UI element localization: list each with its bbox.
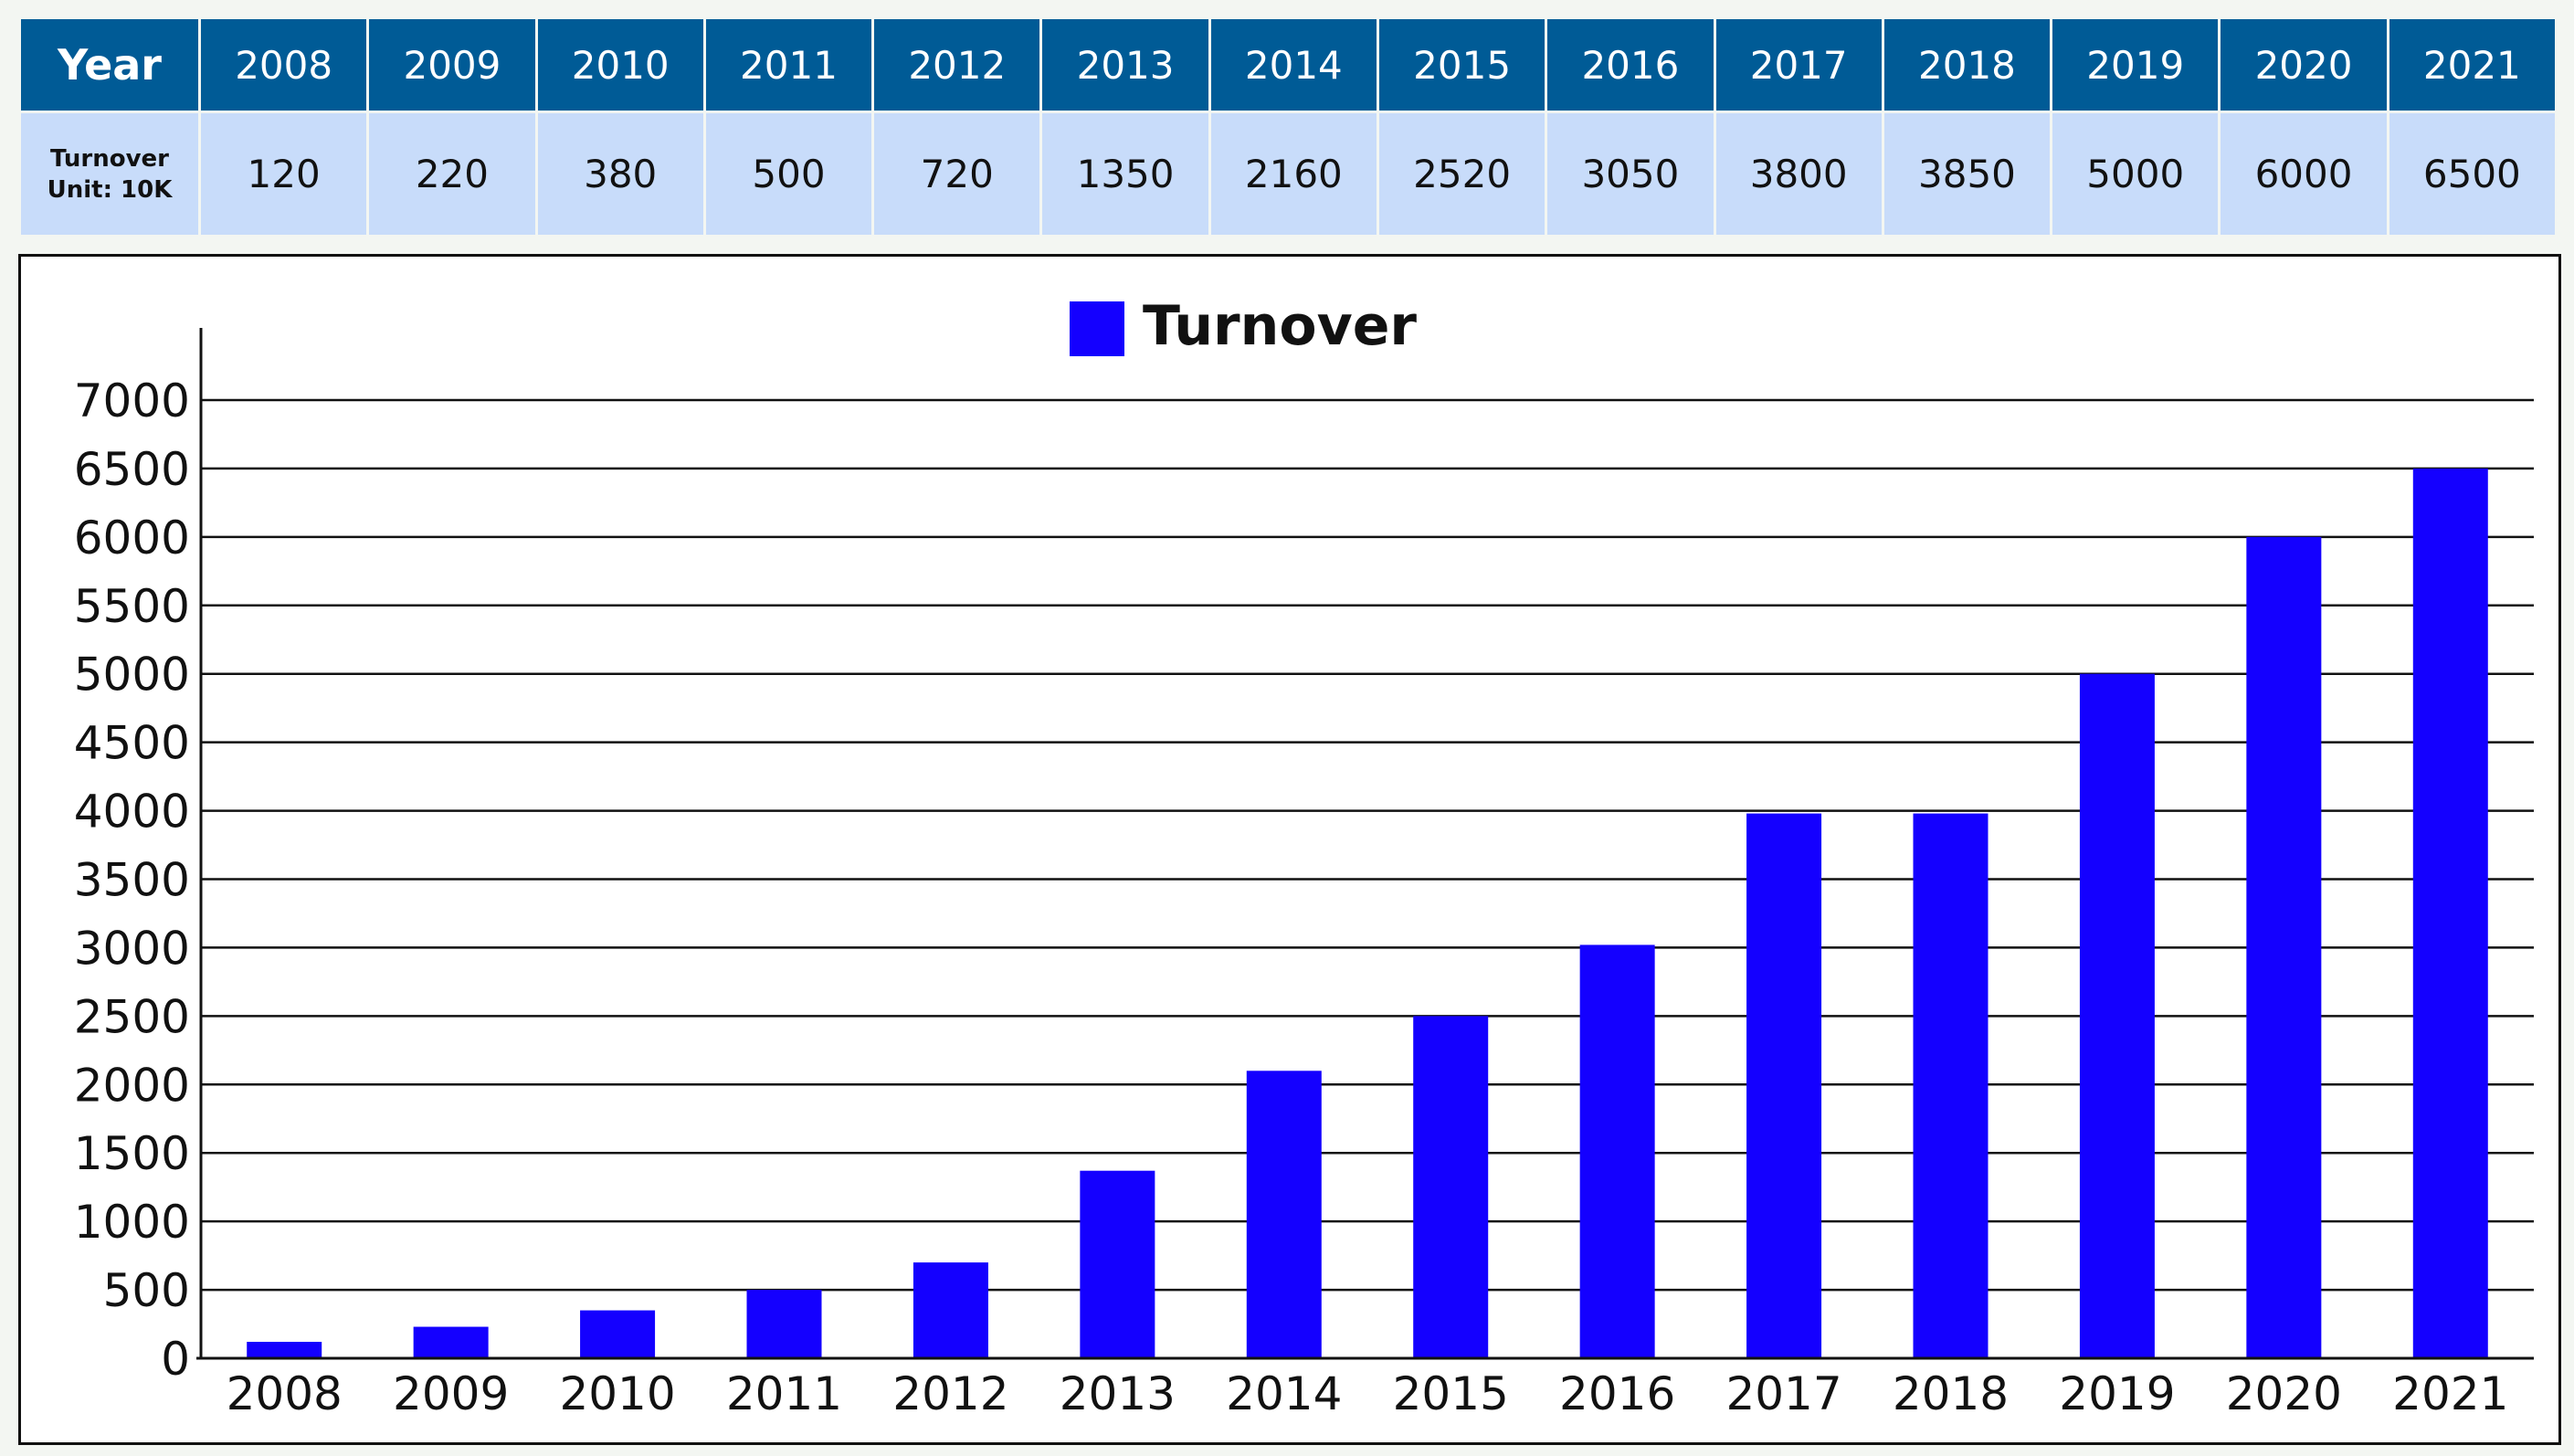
year-cell: 2014	[1210, 19, 1377, 111]
bar	[580, 1310, 656, 1358]
bar	[2412, 468, 2488, 1358]
turnover-cell: 5000	[2052, 113, 2219, 235]
bar	[413, 1326, 489, 1358]
bar	[913, 1262, 988, 1358]
y-tick-label: 5000	[74, 649, 190, 702]
legend: Turnover	[1070, 294, 1417, 358]
y-tick-label: 1500	[74, 1127, 190, 1180]
x-tick-label: 2018	[1893, 1367, 2009, 1420]
x-tick-label: 2017	[1725, 1367, 1841, 1420]
turnover-cell: 3050	[1547, 113, 1714, 235]
year-cell: 2021	[2389, 19, 2555, 111]
chart-panel: 0 500 1000 1500 2000 2500 3000 3500 4000 4500 5000…	[18, 254, 2561, 1445]
legend-swatch-turnover	[1070, 301, 1124, 356]
gridlines	[201, 398, 2534, 1292]
y-tick-label: 6500	[74, 443, 190, 496]
x-tick-label: 2010	[559, 1367, 675, 1420]
year-cell: 2020	[2221, 19, 2387, 111]
x-tick-label: 2016	[1559, 1367, 1675, 1420]
bar	[1413, 1016, 1489, 1358]
turnover-label-line1: Turnover	[50, 144, 169, 173]
legend-label-turnover: Turnover	[1143, 294, 1417, 358]
y-tick-label: 3000	[74, 922, 190, 975]
y-tick-labels: 0 500 1000 1500 2000 2500 3000 3500 4000 4500 5000…	[74, 375, 190, 1386]
bar	[1746, 813, 1822, 1358]
y-tick-label: 7000	[74, 375, 190, 427]
turnover-cell: 3850	[1883, 113, 2051, 235]
y-tick-label: 2500	[74, 990, 190, 1043]
y-tick-label: 500	[103, 1264, 190, 1317]
year-cell: 2012	[874, 19, 1040, 111]
turnover-cell: 6500	[2389, 113, 2555, 235]
year-cell: 2019	[2052, 19, 2219, 111]
x-tick-labels: 2008 2009 2010 2011 2012 2013 2014 2015 2016 2017…	[227, 1367, 2509, 1420]
year-cell: 2008	[201, 19, 367, 111]
year-cell: 2011	[705, 19, 872, 111]
y-tick-label: 2000	[74, 1059, 190, 1112]
bar	[1246, 1071, 1322, 1358]
turnover-cell: 6000	[2221, 113, 2387, 235]
x-tick-label: 2014	[1226, 1367, 1342, 1420]
x-tick-label: 2020	[2226, 1367, 2342, 1420]
turnover-cell: 500	[705, 113, 872, 235]
bar	[1913, 813, 1989, 1358]
bar	[2079, 673, 2155, 1358]
y-tick-label: 4500	[74, 717, 190, 770]
turnover-cell: 720	[874, 113, 1040, 235]
bars	[247, 468, 2488, 1358]
x-tick-label: 2021	[2392, 1367, 2508, 1420]
bar	[247, 1342, 322, 1358]
year-row: Year 2008 2009 2010 2011 2012 2013 2014 2015 201…	[21, 19, 2555, 111]
turnover-cell: 380	[537, 113, 703, 235]
y-tick-label: 4000	[74, 786, 190, 839]
year-cell: 2016	[1547, 19, 1714, 111]
year-cell: 2015	[1378, 19, 1545, 111]
y-tick-label: 6000	[74, 512, 190, 564]
turnover-cell: 120	[201, 113, 367, 235]
year-cell: 2017	[1715, 19, 1882, 111]
x-tick-label: 2013	[1060, 1367, 1176, 1420]
y-tick-label: 0	[161, 1333, 190, 1386]
x-tick-label: 2008	[227, 1367, 343, 1420]
bar	[1080, 1170, 1155, 1358]
turnover-cell: 3800	[1715, 113, 1882, 235]
bar	[2246, 536, 2322, 1358]
turnover-row: Turnover Unit: 10K 120 220 380 500 720 1350 21…	[21, 113, 2555, 235]
year-cell: 2010	[537, 19, 703, 111]
year-row-label: Year	[21, 19, 198, 111]
year-cell: 2013	[1042, 19, 1208, 111]
turnover-label-unit: Unit: 10K	[47, 175, 173, 204]
axes	[196, 328, 2534, 1360]
x-tick-label: 2012	[892, 1367, 1008, 1420]
turnover-cell: 220	[369, 113, 535, 235]
turnover-row-label: Turnover Unit: 10K	[21, 113, 198, 235]
x-tick-label: 2009	[393, 1367, 509, 1420]
turnover-cell: 2160	[1210, 113, 1377, 235]
year-cell: 2009	[369, 19, 535, 111]
x-tick-label: 2019	[2059, 1367, 2175, 1420]
year-cell: 2018	[1883, 19, 2051, 111]
bar-chart: 0 500 1000 1500 2000 2500 3000 3500 4000 4500 5000…	[74, 294, 2534, 1420]
turnover-cell: 1350	[1042, 113, 1208, 235]
y-tick-label: 1000	[74, 1196, 190, 1249]
x-tick-label: 2015	[1393, 1367, 1509, 1420]
data-table: Year 2008 2009 2010 2011 2012 2013 2014 2015 201…	[18, 16, 2558, 237]
bar	[746, 1290, 822, 1358]
y-tick-label: 3500	[74, 854, 190, 907]
y-tick-label: 5500	[74, 580, 190, 633]
turnover-cell: 2520	[1378, 113, 1545, 235]
x-tick-label: 2011	[726, 1367, 842, 1420]
bar	[1579, 944, 1655, 1358]
